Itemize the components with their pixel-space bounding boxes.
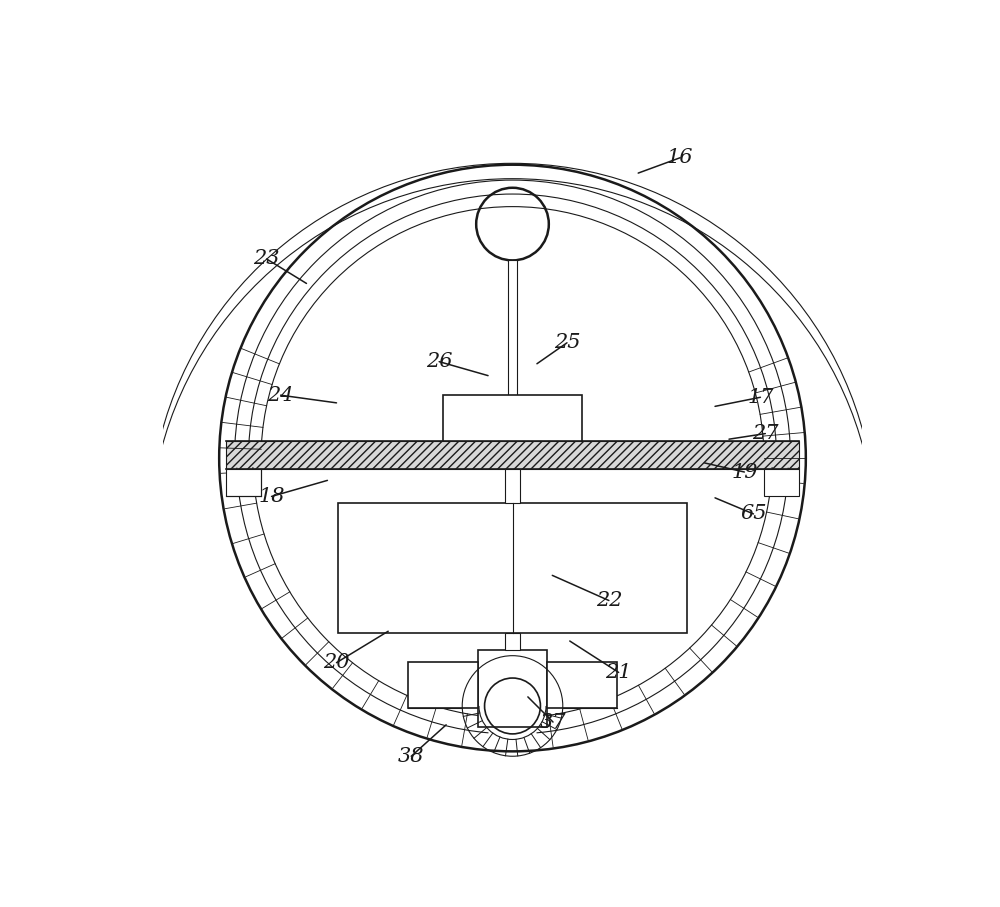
Text: 25: 25: [554, 333, 580, 352]
Bar: [443, 395, 582, 441]
Text: 22: 22: [596, 591, 622, 610]
Bar: [226, 469, 261, 496]
Text: 21: 21: [605, 663, 632, 682]
Bar: [505, 633, 520, 650]
Bar: [338, 503, 687, 633]
Text: 65: 65: [740, 504, 767, 523]
Text: 19: 19: [731, 463, 758, 482]
Text: 37: 37: [540, 713, 566, 732]
Bar: [226, 441, 799, 469]
Bar: [764, 469, 799, 496]
Bar: [508, 260, 517, 441]
Text: 27: 27: [752, 424, 779, 444]
Text: 20: 20: [323, 653, 350, 672]
Bar: [505, 469, 520, 503]
Text: 18: 18: [258, 487, 285, 506]
Bar: [547, 662, 617, 707]
Text: 24: 24: [267, 385, 294, 405]
Text: 17: 17: [747, 388, 774, 406]
Bar: [408, 662, 478, 707]
Text: 38: 38: [398, 746, 424, 766]
Text: 23: 23: [253, 249, 280, 268]
Text: 16: 16: [667, 148, 693, 167]
Bar: [478, 650, 547, 727]
Text: 26: 26: [426, 352, 452, 371]
